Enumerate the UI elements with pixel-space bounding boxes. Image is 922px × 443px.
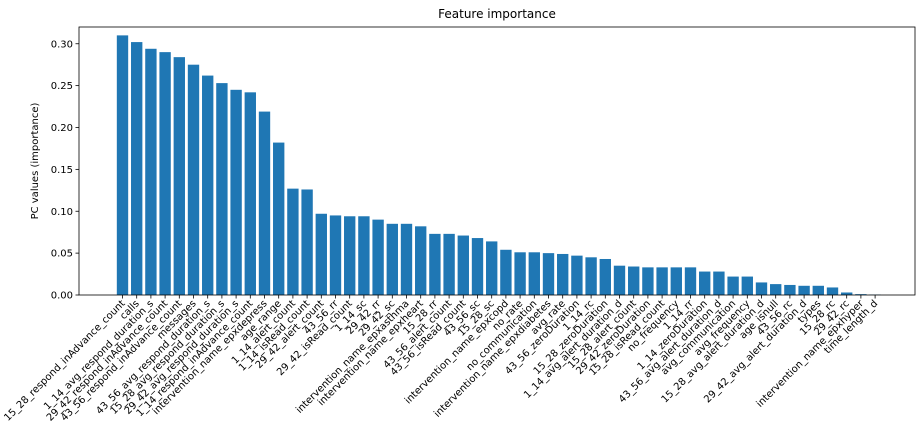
bar (287, 188, 299, 295)
bar (670, 267, 682, 295)
bar (258, 111, 271, 295)
bar (344, 216, 356, 295)
bar (500, 249, 512, 295)
y-axis-ticks: 0.00 0.05 0.10 0.15 0.20 0.25 0.30 (51, 39, 79, 302)
bar (443, 233, 455, 295)
bar (642, 267, 654, 295)
y-tick-label: 0.00 (51, 291, 73, 302)
bar (784, 284, 796, 295)
y-tick-label: 0.15 (51, 165, 73, 176)
bar (628, 266, 640, 295)
bar (386, 223, 398, 295)
bar (216, 83, 228, 295)
bar (145, 48, 157, 295)
bar (826, 287, 839, 295)
bar (486, 241, 498, 295)
y-tick-label: 0.30 (51, 39, 73, 50)
bar (429, 233, 441, 295)
bar (542, 253, 555, 296)
bar (713, 271, 725, 295)
y-tick-label: 0.20 (51, 123, 73, 134)
bar (315, 213, 327, 295)
bar (415, 226, 427, 295)
bar (699, 271, 711, 295)
bar (471, 238, 484, 295)
bar (159, 52, 171, 295)
bar (202, 75, 214, 295)
bar (613, 265, 626, 295)
bar (329, 215, 342, 295)
plot-frame (78, 26, 916, 296)
bar (457, 235, 469, 295)
bar (131, 42, 143, 295)
bar (741, 276, 753, 295)
bar (230, 89, 242, 295)
bar (684, 267, 697, 295)
bar (301, 189, 313, 295)
bar (557, 253, 569, 295)
bar (812, 285, 824, 295)
bar (656, 267, 668, 295)
bar (244, 92, 256, 295)
bar (585, 257, 597, 295)
bar (798, 285, 810, 295)
bar (173, 57, 185, 296)
bar (514, 252, 526, 295)
bar (372, 219, 384, 296)
bar (727, 276, 739, 295)
bars-group (116, 35, 881, 296)
bar (755, 282, 768, 295)
bar (571, 255, 583, 295)
bar (770, 284, 782, 295)
bar (116, 35, 129, 296)
y-tick-label: 0.25 (51, 81, 73, 92)
y-axis-label: PC values (importance) (30, 102, 41, 219)
bar (358, 216, 370, 295)
bar (855, 294, 867, 295)
bar (400, 223, 413, 295)
y-tick-label: 0.10 (51, 207, 73, 218)
bar (599, 258, 611, 295)
bar (187, 64, 200, 295)
bar (841, 292, 853, 295)
bar (273, 142, 285, 295)
chart-title: Feature importance (438, 7, 556, 21)
y-tick-label: 0.05 (51, 249, 73, 260)
bar (528, 252, 540, 295)
